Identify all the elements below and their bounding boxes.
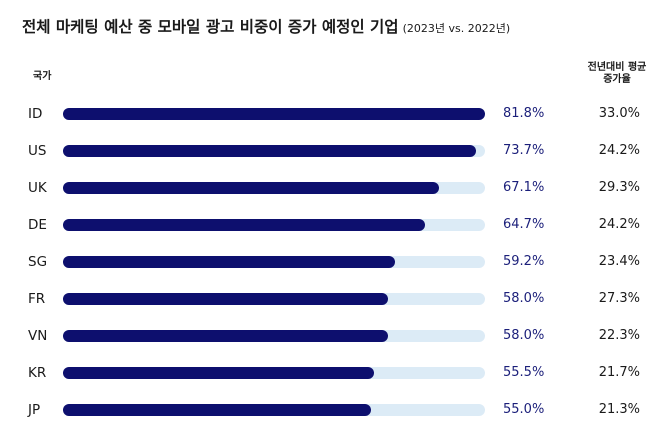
chart-subtitle: (2023년 vs. 2022년) <box>402 22 511 35</box>
growth-value: 33.0% <box>598 106 640 121</box>
chart-title: 전체 마케팅 예산 중 모바일 광고 비중이 증가 예정인 기업 (2023년 v… <box>22 15 510 37</box>
bar <box>63 182 439 194</box>
growth-header-line1: 전년대비 평균 <box>587 62 647 73</box>
bar-value-label: 64.7% <box>503 217 545 232</box>
bar <box>63 256 395 268</box>
bar <box>63 404 371 416</box>
growth-header-line2: 증가율 <box>603 74 631 85</box>
bar <box>63 108 485 120</box>
growth-value: 22.3% <box>598 328 640 343</box>
bar-track <box>63 182 485 194</box>
bar-track <box>63 293 485 305</box>
bar-value-label: 81.8% <box>503 106 545 121</box>
growth-value: 24.2% <box>598 143 640 158</box>
bar-value-label: 59.2% <box>503 254 545 269</box>
growth-value: 29.3% <box>598 180 640 195</box>
country-label: ID <box>28 106 43 122</box>
country-label: JP <box>28 402 41 418</box>
bar-track <box>63 404 485 416</box>
bar-track <box>63 367 485 379</box>
growth-value: 24.2% <box>598 217 640 232</box>
bar <box>63 367 374 379</box>
growth-value: 27.3% <box>598 291 640 306</box>
country-label: DE <box>28 217 47 233</box>
bar-value-label: 58.0% <box>503 328 545 343</box>
bar-track <box>63 145 485 157</box>
country-label: KR <box>28 365 47 381</box>
growth-value: 21.7% <box>598 365 640 380</box>
growth-value: 21.3% <box>598 402 640 417</box>
country-column-header: 국가 <box>33 71 52 82</box>
country-label: UK <box>28 180 47 196</box>
bar-track <box>63 330 485 342</box>
bar-track <box>63 219 485 231</box>
bar-track <box>63 108 485 120</box>
title-text: 전체 마케팅 예산 중 모바일 광고 비중이 증가 예정인 기업 <box>22 18 399 36</box>
bar-value-label: 55.0% <box>503 402 545 417</box>
bar-track <box>63 256 485 268</box>
bar <box>63 219 426 231</box>
country-label: SG <box>28 254 48 270</box>
bar <box>63 330 388 342</box>
country-label: US <box>28 143 47 159</box>
bar-value-label: 73.7% <box>503 143 545 158</box>
country-label: FR <box>28 291 46 307</box>
bar-value-label: 55.5% <box>503 365 545 380</box>
growth-column-header: 전년대비 평균 증가율 <box>572 62 658 86</box>
growth-value: 23.4% <box>598 254 640 269</box>
bar-value-label: 58.0% <box>503 291 545 306</box>
bar-value-label: 67.1% <box>503 180 545 195</box>
bar <box>63 293 388 305</box>
bar <box>63 145 476 157</box>
country-label: VN <box>28 328 48 344</box>
